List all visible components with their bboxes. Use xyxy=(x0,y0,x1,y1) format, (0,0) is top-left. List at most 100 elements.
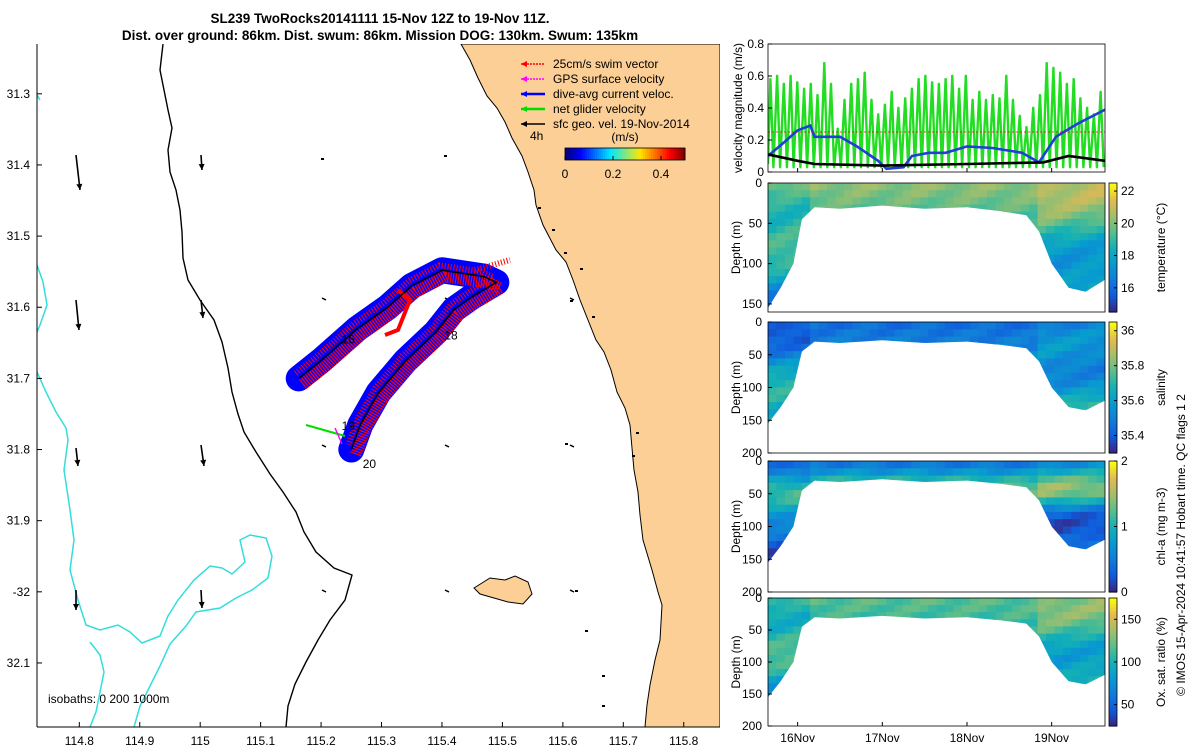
cell xyxy=(784,297,794,306)
cell xyxy=(902,304,912,308)
cell xyxy=(961,233,971,241)
cell xyxy=(911,446,920,454)
chla-colorbar-cell xyxy=(1109,477,1117,482)
chla-colorbar-cell xyxy=(1109,513,1117,518)
cell xyxy=(1055,712,1064,720)
cell xyxy=(793,343,803,352)
cell xyxy=(1037,626,1047,635)
cell xyxy=(894,322,904,330)
cell xyxy=(928,416,938,424)
cell xyxy=(869,526,879,535)
cell xyxy=(818,365,828,374)
cell xyxy=(1029,719,1038,727)
cell xyxy=(987,598,996,606)
cell xyxy=(776,204,786,213)
cell xyxy=(810,619,820,627)
cell xyxy=(1021,585,1030,593)
cell xyxy=(979,705,988,713)
cell xyxy=(852,365,862,374)
cell xyxy=(818,211,828,220)
velocity-point-38 xyxy=(1025,126,1028,129)
oxygen-colorbar-cell xyxy=(1109,674,1117,679)
cell xyxy=(995,416,1005,424)
cell xyxy=(1037,351,1047,359)
map-colorbar-cell-4 xyxy=(573,148,576,160)
cell xyxy=(1054,183,1064,191)
cell xyxy=(843,329,853,338)
map-xtick-label-0: 114.8 xyxy=(65,734,94,748)
cell xyxy=(936,541,946,549)
cell xyxy=(1004,446,1013,454)
cell xyxy=(1020,482,1030,491)
cell xyxy=(776,297,786,306)
map-colorbar-cell-24 xyxy=(613,148,616,160)
cell xyxy=(995,683,1005,691)
cell xyxy=(1003,233,1013,241)
legend-label-1: GPS surface velocity xyxy=(553,72,664,86)
cell xyxy=(768,605,777,613)
cell xyxy=(869,619,879,627)
cell xyxy=(987,705,996,713)
cell xyxy=(878,705,887,713)
cell xyxy=(877,605,887,613)
cell xyxy=(819,719,828,727)
cell xyxy=(1055,424,1064,432)
oxygen-ytick-label-0: 0 xyxy=(755,591,762,605)
cell xyxy=(877,204,887,213)
cell xyxy=(1012,712,1021,720)
cell xyxy=(877,336,887,345)
cell xyxy=(827,322,836,330)
cell xyxy=(1029,438,1038,446)
cell xyxy=(877,380,887,389)
cell xyxy=(987,351,996,359)
cell xyxy=(827,254,836,263)
cell xyxy=(1088,626,1098,635)
cell xyxy=(978,475,988,484)
cell xyxy=(1037,218,1047,227)
cell xyxy=(919,676,929,684)
cell xyxy=(818,555,828,563)
cell xyxy=(953,683,963,691)
cell xyxy=(1062,290,1072,299)
cell xyxy=(877,247,887,256)
cell xyxy=(953,719,962,727)
cell xyxy=(1088,570,1097,578)
cell xyxy=(1079,283,1089,292)
cell xyxy=(827,705,836,713)
cell xyxy=(818,297,828,306)
cell xyxy=(869,669,879,677)
cell xyxy=(970,690,980,698)
cell xyxy=(961,380,971,389)
cell xyxy=(776,468,786,477)
cell xyxy=(919,690,929,698)
cell xyxy=(919,290,929,299)
cell xyxy=(776,438,785,446)
cell xyxy=(835,380,845,389)
chla-colorbar-cell xyxy=(1109,585,1117,590)
cell xyxy=(987,577,996,585)
cell xyxy=(802,577,811,585)
cell xyxy=(784,669,794,677)
cell xyxy=(894,482,904,491)
cell xyxy=(1029,461,1039,469)
cell xyxy=(920,705,929,713)
cell xyxy=(784,204,794,213)
cell xyxy=(1097,577,1106,585)
cell xyxy=(852,654,862,663)
cell xyxy=(936,690,946,698)
cell xyxy=(819,446,828,454)
cell xyxy=(894,240,904,249)
cell xyxy=(1003,211,1013,220)
cell xyxy=(1046,526,1055,535)
cell xyxy=(961,254,971,263)
cell xyxy=(944,504,954,513)
map-colorbar-cell-18 xyxy=(601,148,604,160)
cell xyxy=(961,190,971,198)
cell xyxy=(784,290,794,299)
cell xyxy=(1020,519,1030,528)
cell xyxy=(852,240,862,249)
chla-colorbar-cell xyxy=(1109,565,1117,570)
cell xyxy=(1037,468,1047,477)
cell xyxy=(810,690,820,698)
cell xyxy=(768,322,777,330)
